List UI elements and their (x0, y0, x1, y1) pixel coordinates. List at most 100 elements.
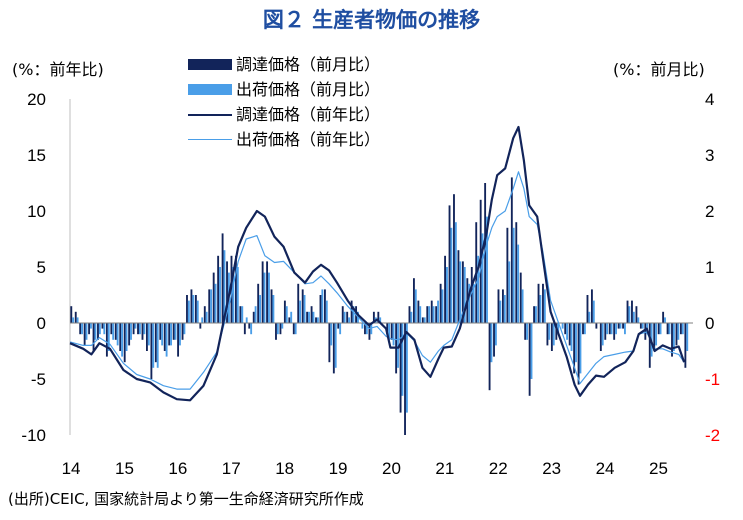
procurement-mom-bar (675, 323, 678, 346)
shipment-mom-bar (250, 323, 253, 335)
shipment-mom-bar (294, 323, 297, 335)
left-tick-label: 5 (37, 258, 46, 277)
shipment-mom-bar (512, 227, 515, 323)
procurement-mom-bar (644, 323, 647, 340)
procurement-mom-bar (101, 323, 104, 329)
procurement-mom-bar (199, 323, 202, 329)
shipment-mom-bar (432, 306, 435, 323)
x-tick-label: 23 (542, 459, 561, 478)
shipment-mom-bar (477, 255, 480, 323)
shipment-mom-bar (245, 317, 248, 323)
shipment-mom-bar (601, 323, 604, 346)
shipment-mom-bar (98, 323, 101, 335)
shipment-mom-bar (428, 306, 431, 323)
procurement-mom-bar (128, 323, 131, 346)
shipment-mom-bar (486, 216, 488, 323)
procurement-mom-bar (470, 267, 473, 323)
procurement-mom-bar (386, 323, 389, 335)
procurement-mom-bar (337, 323, 340, 329)
shipment-mom-bar (686, 323, 689, 351)
procurement-mom-bar (88, 323, 91, 335)
x-tick-label: 22 (489, 459, 508, 478)
procurement-mom-bar (315, 317, 317, 323)
x-tick-label: 20 (382, 459, 401, 478)
legend-swatch-procurement-bar (188, 59, 232, 70)
procurement-mom-bar (146, 323, 148, 351)
procurement-mom-bar (150, 323, 153, 379)
procurement-mom-bar (257, 283, 260, 323)
shipment-mom-bar (539, 295, 542, 323)
procurement-mom-bar (622, 323, 625, 329)
shipment-mom-bar (557, 323, 560, 335)
procurement-mom-bar (590, 289, 593, 323)
shipment-mom-bar (219, 267, 221, 323)
procurement-mom-bar (97, 323, 99, 340)
procurement-mom-bar (648, 323, 651, 368)
procurement-mom-bar (323, 289, 326, 323)
shipment-mom-bar (637, 317, 640, 323)
procurement-mom-bar (297, 283, 300, 323)
procurement-mom-bar (408, 306, 411, 323)
procurement-mom-bar (631, 300, 633, 323)
procurement-mom-bar (515, 222, 518, 323)
shipment-mom-bar (170, 323, 172, 346)
legend-label: 調達価格（前年比） (236, 105, 381, 124)
procurement-mom-bar (328, 323, 331, 363)
shipment-mom-bar (543, 289, 546, 323)
shipment-mom-bar (494, 323, 497, 346)
procurement-mom-bar (119, 323, 122, 351)
shipment-mom-bar (659, 323, 662, 335)
shipment-mom-bar (290, 311, 293, 323)
shipment-mom-bar (152, 323, 155, 368)
procurement-mom-bar (372, 311, 375, 323)
shipment-mom-bar (641, 323, 644, 329)
procurement-mom-bar (279, 323, 282, 335)
procurement-mom-bar (657, 323, 660, 335)
right-tick-label: 4 (705, 90, 714, 109)
shipment-mom-bar (192, 295, 195, 323)
shipment-mom-bar (276, 323, 279, 335)
legend-item-procurement-yoy: 調達価格（前年比） (188, 102, 380, 127)
shipment-mom-bar (210, 289, 213, 323)
shipment-mom-bar (499, 300, 502, 323)
procurement-mom-bar (154, 323, 157, 363)
procurement-mom-bar (448, 205, 451, 323)
procurement-mom-bar (613, 323, 616, 340)
right-tick-label: 1 (705, 258, 714, 277)
procurement-mom-bar (626, 300, 629, 323)
shipment-mom-bar (241, 306, 244, 323)
procurement-mom-bar (439, 283, 442, 323)
shipment-mom-bar (72, 317, 75, 323)
shipment-mom-bar (517, 244, 520, 323)
chart-legend: 調達価格（前月比） 出荷価格（前月比） 調達価格（前年比） 出荷価格（前年比） (188, 52, 380, 152)
x-tick-label: 15 (115, 459, 134, 478)
procurement-mom-bar (181, 323, 184, 340)
procurement-mom-bar (412, 278, 415, 323)
shipment-mom-bar (343, 311, 346, 323)
shipment-mom-bar (468, 283, 471, 323)
procurement-mom-bar (79, 323, 82, 335)
procurement-mom-bar (524, 323, 527, 340)
procurement-mom-bar (261, 261, 264, 323)
procurement-mom-bar (666, 323, 669, 335)
shipment-mom-bar (552, 323, 555, 346)
shipment-mom-bar (388, 323, 391, 340)
procurement-mom-bar (421, 317, 424, 323)
procurement-mom-bar (194, 295, 197, 323)
shipment-mom-bar (116, 323, 119, 346)
procurement-mom-bar (497, 289, 500, 323)
shipment-mom-bar (664, 317, 666, 323)
procurement-mom-bar (208, 289, 211, 323)
left-tick-label: 20 (27, 90, 46, 109)
shipment-mom-bar (268, 272, 270, 323)
procurement-mom-bar (243, 323, 246, 335)
procurement-mom-bar (306, 311, 309, 323)
procurement-mom-bar (212, 272, 215, 323)
procurement-mom-bar (346, 311, 349, 323)
procurement-mom-bar (639, 323, 642, 329)
shipment-mom-bar (316, 317, 319, 323)
shipment-mom-bar (561, 323, 564, 329)
procurement-mom-bar (586, 295, 589, 323)
shipment-mom-bar (334, 323, 337, 368)
procurement-mom-bar (141, 323, 144, 340)
